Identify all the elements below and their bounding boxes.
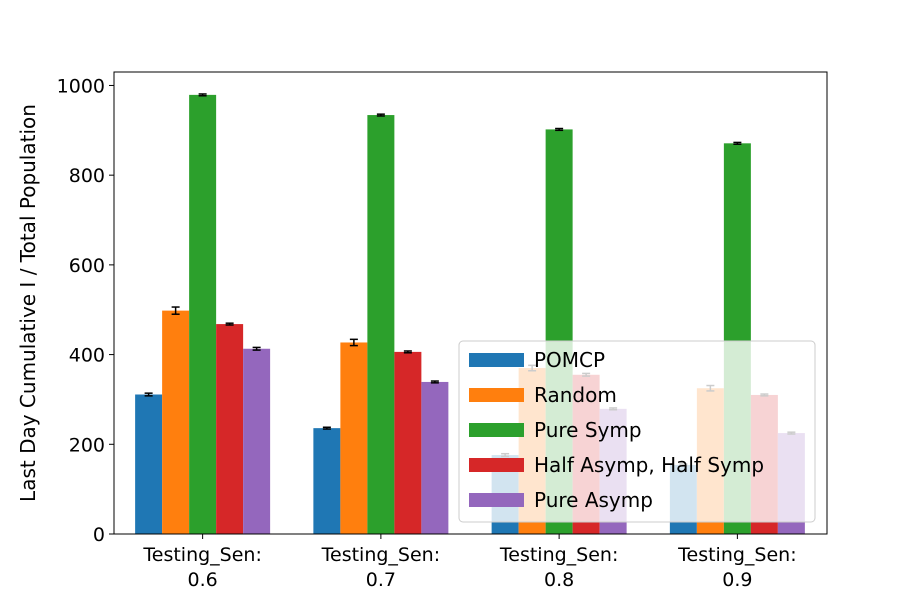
legend-swatch-pure-symp bbox=[469, 423, 524, 437]
error-bar-pure-asymp-0 bbox=[252, 346, 261, 351]
error-bar-pure-symp-0 bbox=[198, 93, 207, 97]
legend-swatch-half-asymp-half-symp bbox=[469, 458, 524, 472]
error-bar-half-asymp-half-symp-0 bbox=[225, 322, 234, 326]
bar-half-asymp-half-symp-1 bbox=[394, 351, 422, 534]
y-axis: 0 200 400 600 800 1000 bbox=[57, 75, 114, 546]
bar-pure-asymp-0 bbox=[243, 348, 271, 534]
y-tick-label: 0 bbox=[93, 524, 105, 546]
plot-frame bbox=[113, 71, 828, 535]
error-bar-random-0 bbox=[171, 306, 180, 315]
legend-swatch-pomcp bbox=[469, 353, 524, 367]
legend-box bbox=[458, 340, 816, 523]
legend-label-pomcp: POMCP bbox=[534, 348, 605, 372]
bar-half-asymp-half-symp-0 bbox=[216, 324, 244, 534]
error-bar-pomcp-1 bbox=[322, 426, 331, 430]
x-axis: Testing_Sen: 0.6 Testing_Sen: 0.7 Testing_Se… bbox=[142, 534, 797, 591]
y-tick-label: 800 bbox=[69, 165, 105, 187]
y-tick-label: 600 bbox=[69, 255, 105, 277]
legend: POMCP Random Pure Symp Half Asymp, Half Sym… bbox=[458, 340, 816, 523]
error-bar-pure-asymp-1 bbox=[430, 380, 439, 384]
x-tick-label: Testing_Sen: 0.8 bbox=[499, 544, 619, 591]
legend-label-random: Random bbox=[534, 383, 617, 407]
bar-random-0 bbox=[162, 310, 190, 534]
legend-label-pure-asymp: Pure Asymp bbox=[534, 488, 653, 512]
legend-swatch-pure-asymp bbox=[469, 493, 524, 507]
bar-pomcp-1 bbox=[313, 428, 341, 534]
y-tick-label: 1000 bbox=[57, 75, 105, 97]
x-tick-label: Testing_Sen: 0.7 bbox=[321, 544, 441, 591]
bar-pure-symp-0 bbox=[189, 94, 217, 534]
bar-pomcp-0 bbox=[135, 394, 163, 534]
error-bar-random-1 bbox=[349, 338, 358, 347]
bar-pure-asymp-1 bbox=[421, 381, 449, 534]
error-bar-pomcp-0 bbox=[144, 392, 153, 397]
bar-random-1 bbox=[340, 342, 368, 534]
y-axis-label: Last Day Cumulative I / Total Population bbox=[16, 104, 40, 502]
legend-swatch-random bbox=[469, 388, 524, 402]
y-tick-label: 200 bbox=[69, 434, 105, 456]
x-tick-label: Testing_Sen: 0.6 bbox=[142, 544, 262, 591]
legend-label-half-asymp-half-symp: Half Asymp, Half Symp bbox=[534, 453, 764, 477]
error-bar-pure-symp-2 bbox=[555, 127, 564, 132]
x-tick-label: Testing_Sen: 0.9 bbox=[677, 544, 797, 591]
error-bar-pure-symp-3 bbox=[733, 141, 742, 145]
error-bar-half-asymp-half-symp-1 bbox=[403, 350, 412, 354]
y-tick-label: 400 bbox=[69, 345, 105, 367]
bar-pure-symp-1 bbox=[367, 115, 395, 535]
error-bar-pure-symp-1 bbox=[376, 113, 385, 117]
legend-label-pure-symp: Pure Symp bbox=[534, 418, 642, 442]
